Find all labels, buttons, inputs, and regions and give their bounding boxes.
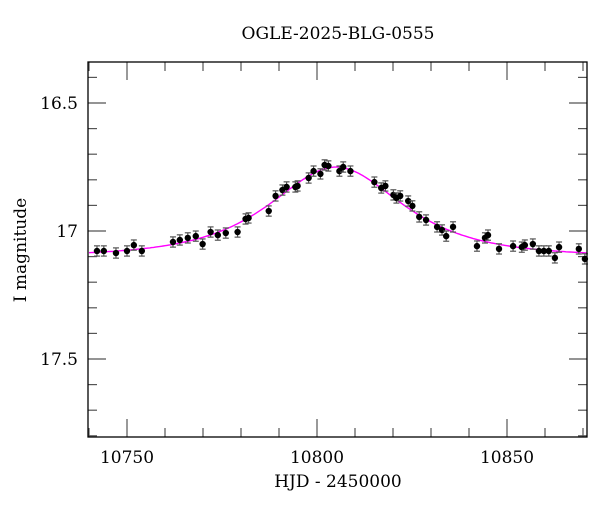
data-point bbox=[138, 245, 146, 257]
data-point bbox=[382, 180, 389, 192]
data-point bbox=[340, 161, 347, 173]
data-point bbox=[112, 247, 120, 259]
y-tick-label: 16.5 bbox=[40, 94, 78, 114]
data-point bbox=[422, 214, 430, 226]
data-point bbox=[169, 236, 177, 248]
x-axis-label: HJD - 2450000 bbox=[274, 472, 402, 492]
data-point bbox=[416, 211, 423, 223]
data-point bbox=[443, 230, 450, 242]
data-point bbox=[317, 168, 324, 180]
data-point bbox=[100, 245, 108, 257]
data-point bbox=[449, 221, 457, 233]
data-point bbox=[265, 205, 272, 217]
data-point bbox=[495, 243, 503, 255]
data-point bbox=[529, 238, 537, 250]
data-point bbox=[199, 238, 206, 250]
data-point bbox=[192, 230, 199, 242]
data-point bbox=[378, 182, 385, 194]
data-point bbox=[347, 165, 354, 177]
data-point bbox=[123, 245, 131, 257]
data-point bbox=[130, 239, 138, 251]
y-tick-label: 17.5 bbox=[40, 350, 78, 370]
data-point bbox=[305, 172, 312, 184]
data-points bbox=[93, 159, 589, 265]
data-point bbox=[272, 190, 279, 202]
data-point bbox=[509, 240, 517, 252]
data-point bbox=[325, 160, 332, 172]
data-point bbox=[283, 181, 290, 193]
data-point bbox=[207, 226, 214, 238]
tick-labels: 10750 10800 10850 16.5 17 17.5 bbox=[40, 94, 534, 468]
x-tick-label: 10750 bbox=[100, 448, 154, 468]
data-point bbox=[409, 200, 416, 212]
data-point bbox=[310, 165, 317, 177]
chart-title: OGLE-2025-BLG-0555 bbox=[242, 24, 435, 44]
plot-frame bbox=[87, 61, 588, 438]
data-point bbox=[555, 241, 563, 253]
data-point bbox=[176, 234, 184, 246]
data-point bbox=[294, 180, 301, 192]
data-point bbox=[397, 190, 404, 202]
data-point bbox=[433, 221, 441, 233]
axis-ticks bbox=[88, 62, 587, 437]
data-point bbox=[521, 239, 529, 251]
data-point bbox=[184, 232, 191, 244]
data-point bbox=[214, 229, 222, 241]
x-tick-label: 10850 bbox=[480, 448, 534, 468]
data-point bbox=[234, 226, 241, 238]
x-tick-label: 10800 bbox=[290, 448, 344, 468]
data-point bbox=[473, 240, 481, 252]
data-point bbox=[222, 227, 229, 239]
data-point bbox=[484, 229, 492, 241]
data-point bbox=[551, 252, 559, 264]
y-tick-label: 17 bbox=[56, 222, 78, 242]
data-point bbox=[93, 245, 101, 257]
y-axis-label: I magnitude bbox=[11, 198, 31, 302]
data-point bbox=[575, 243, 583, 255]
data-point bbox=[245, 212, 252, 224]
model-curve bbox=[88, 166, 587, 254]
data-point bbox=[545, 245, 552, 257]
data-point bbox=[371, 176, 378, 188]
